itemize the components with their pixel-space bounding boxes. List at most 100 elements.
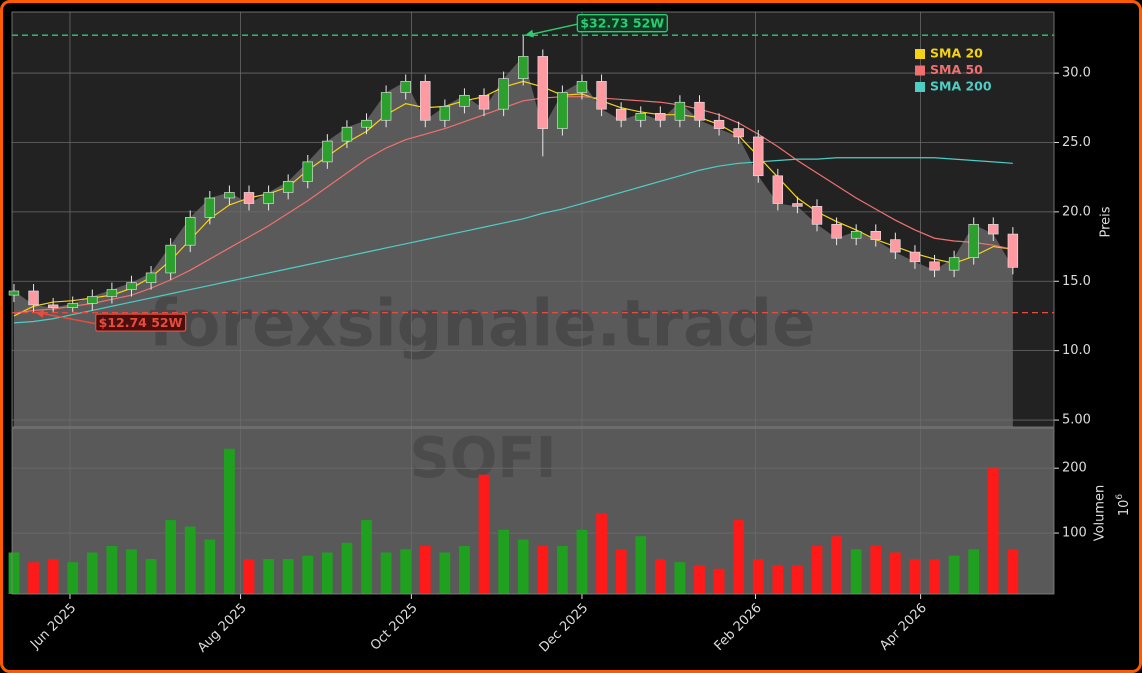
candle-body: [47, 304, 59, 308]
candle-body: [635, 113, 646, 121]
y-tick-label: 15.0: [1062, 274, 1091, 289]
legend-label: SMA 200: [930, 79, 992, 94]
candle-body: [67, 303, 78, 308]
y-tick-label: 30.0: [1062, 66, 1091, 81]
volume-bar: [86, 552, 98, 594]
legend-swatch: [915, 49, 925, 59]
annotation-label: $12.74 52W: [99, 315, 183, 330]
candle-body: [674, 101, 686, 121]
volume-bar: [576, 529, 588, 594]
candle-body: [459, 94, 470, 107]
annotation-arrow: [37, 311, 96, 325]
volume-bar: [831, 536, 842, 594]
volume-bar: [909, 558, 921, 594]
volume-bar: [792, 565, 803, 594]
annotation-label: $32.73 52W: [580, 16, 664, 31]
annotation-box: [576, 14, 668, 33]
volume-bar: [772, 565, 784, 594]
candle-body: [87, 296, 98, 304]
candle-body: [753, 136, 764, 177]
volume-bar: [713, 568, 725, 594]
volume-bar: [478, 474, 490, 594]
x-tick-label: Oct 2025: [368, 601, 421, 654]
volume-bar: [1007, 549, 1019, 594]
volume-bar: [380, 552, 392, 594]
sma-line: [13, 157, 1013, 324]
volume-bar: [615, 549, 627, 594]
candle-body: [106, 289, 118, 297]
candle-body: [145, 272, 157, 283]
candle-body: [929, 261, 940, 271]
volume-bar: [321, 552, 333, 594]
volume-bar: [67, 562, 79, 594]
candle-body: [204, 197, 216, 218]
sma-line: [13, 80, 1013, 317]
x-tick-label: Dec 2025: [537, 601, 592, 656]
volume-panel-border: [11, 427, 1055, 595]
volume-bar: [596, 513, 607, 594]
volume-bar: [282, 558, 294, 594]
volume-bar: [204, 539, 216, 594]
volume-bar: [400, 549, 412, 594]
volume-bar: [556, 546, 568, 594]
candle-body: [968, 224, 979, 258]
volume-bar: [302, 555, 314, 594]
y-tick-label: 10.0: [1062, 343, 1091, 358]
volume-bar: [968, 549, 980, 594]
volume-bar: [8, 552, 20, 594]
candle-body: [498, 78, 509, 110]
close-area: [13, 56, 1013, 428]
candle-body: [478, 94, 490, 110]
volume-bar: [889, 552, 901, 594]
volume-bar: [341, 542, 353, 594]
candle-body: [792, 203, 803, 207]
candle-body: [518, 56, 529, 79]
volume-bar: [517, 539, 529, 594]
legend-swatch: [915, 65, 925, 76]
candle-body: [380, 92, 392, 121]
candle-body: [576, 81, 588, 93]
volume-axis-label: Volumen: [1093, 485, 1108, 542]
volume-bar: [929, 558, 940, 594]
candle-body: [831, 224, 842, 239]
candle-body: [185, 217, 196, 246]
candle-body: [890, 239, 901, 253]
annotation-box: [95, 313, 187, 332]
candle-body: [341, 126, 353, 142]
volume-offset: 106: [1115, 494, 1132, 517]
volume-bar: [674, 562, 686, 594]
candle-body: [870, 230, 881, 240]
candle-body: [243, 192, 255, 204]
candle-body: [420, 81, 431, 121]
x-tick-label: Apr 2026: [877, 601, 930, 654]
volume-bar: [870, 546, 882, 594]
volume-bar: [419, 546, 431, 594]
volume-bar: [263, 558, 274, 594]
candle-body: [655, 113, 666, 121]
candle-body: [988, 224, 999, 235]
volume-bar: [361, 520, 372, 594]
annotation-arrow: [527, 23, 578, 36]
volume-bar: [694, 565, 705, 594]
volume-bar: [126, 549, 137, 594]
candle-body: [439, 106, 451, 121]
candle-body: [850, 230, 862, 239]
volume-bar: [654, 558, 666, 594]
volume-bar: [145, 558, 157, 594]
volume-tick-label: 200: [1062, 461, 1087, 476]
volume-offset-exp: 6: [1115, 494, 1125, 500]
volume-bar: [537, 546, 549, 594]
annotation-arrowhead: [35, 310, 45, 318]
candle-body: [772, 175, 784, 204]
candle-body: [948, 257, 960, 271]
candle-body: [224, 192, 235, 199]
volume-bar: [106, 546, 118, 594]
candle-body: [713, 119, 725, 129]
volume-tick-label: 100: [1062, 526, 1087, 541]
y-tick-label: 25.0: [1062, 135, 1091, 150]
volume-offset-base: 10: [1117, 500, 1132, 517]
candle-body: [733, 128, 744, 138]
candle-body: [615, 108, 627, 121]
y-tick-label: 20.0: [1062, 204, 1091, 219]
